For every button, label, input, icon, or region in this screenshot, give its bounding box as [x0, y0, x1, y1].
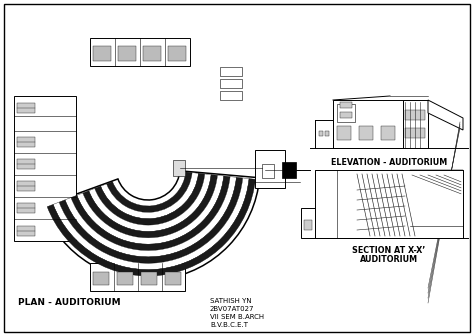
Bar — [282, 162, 296, 178]
Bar — [255, 150, 285, 188]
Bar — [14, 96, 76, 241]
Bar — [17, 226, 35, 236]
Bar — [141, 272, 157, 285]
Bar — [333, 100, 428, 148]
Bar — [93, 46, 111, 61]
Wedge shape — [71, 176, 230, 251]
Wedge shape — [59, 177, 243, 263]
Bar — [118, 46, 136, 61]
Polygon shape — [428, 100, 463, 130]
Bar — [410, 170, 463, 238]
Bar — [90, 263, 185, 291]
Bar — [315, 170, 337, 238]
Bar — [117, 272, 133, 285]
Bar — [93, 272, 109, 285]
Text: AUDITORIUM: AUDITORIUM — [360, 255, 418, 264]
Wedge shape — [65, 177, 237, 257]
Text: PLAN - AUDITORIUM: PLAN - AUDITORIUM — [18, 298, 120, 307]
Bar — [17, 103, 35, 113]
Bar — [17, 137, 35, 147]
Bar — [337, 182, 355, 238]
Bar — [315, 170, 463, 238]
Bar — [17, 203, 35, 213]
Bar — [405, 128, 425, 138]
Text: ELEVATION - AUDITORIUM: ELEVATION - AUDITORIUM — [331, 158, 447, 167]
Bar — [381, 126, 395, 140]
Text: 2BV07AT027: 2BV07AT027 — [210, 306, 255, 312]
Bar — [337, 126, 351, 140]
Polygon shape — [410, 170, 463, 197]
Bar — [405, 110, 425, 120]
Wedge shape — [89, 174, 211, 232]
Text: SATHISH YN: SATHISH YN — [210, 298, 252, 304]
Text: B.V.B.C.E.T: B.V.B.C.E.T — [210, 322, 248, 328]
Bar — [165, 272, 181, 285]
Polygon shape — [355, 175, 410, 233]
Bar — [90, 38, 190, 66]
Bar — [340, 102, 352, 108]
Bar — [220, 67, 242, 76]
Bar — [319, 131, 323, 136]
Bar — [17, 159, 35, 169]
Wedge shape — [47, 179, 255, 276]
Bar — [262, 164, 274, 178]
Wedge shape — [43, 171, 260, 280]
Bar — [304, 220, 312, 230]
Wedge shape — [77, 175, 224, 244]
Bar — [168, 46, 186, 61]
Wedge shape — [95, 173, 205, 225]
Bar — [359, 126, 373, 140]
Text: SECTION AT X-X’: SECTION AT X-X’ — [352, 246, 426, 255]
Wedge shape — [83, 175, 218, 238]
Bar — [403, 100, 428, 148]
Wedge shape — [100, 173, 199, 219]
Bar — [325, 131, 329, 136]
Bar — [340, 112, 352, 118]
Bar — [143, 46, 161, 61]
Bar — [337, 104, 355, 122]
Bar — [173, 160, 185, 176]
Bar — [415, 200, 435, 208]
Wedge shape — [107, 172, 192, 212]
Bar — [17, 181, 35, 191]
Bar — [220, 91, 242, 100]
Text: VII SEM B.ARCH: VII SEM B.ARCH — [210, 314, 264, 320]
Bar — [301, 208, 315, 238]
Bar — [220, 79, 242, 88]
Polygon shape — [355, 170, 410, 238]
Wedge shape — [53, 178, 249, 269]
